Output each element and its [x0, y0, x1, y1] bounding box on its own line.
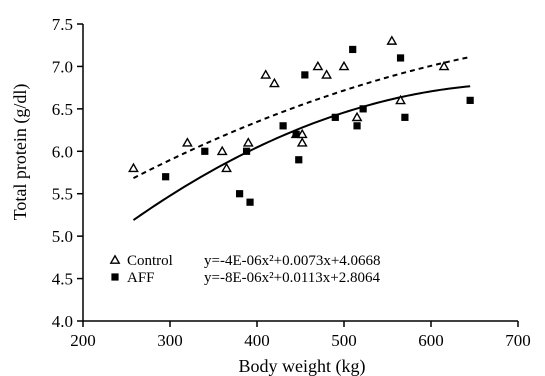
y-tick-label: 5.5 — [52, 185, 73, 204]
point-control — [386, 35, 398, 45]
x-tick-label: 700 — [505, 331, 531, 350]
point-aff — [246, 198, 254, 206]
x-tick-label: 600 — [418, 331, 444, 350]
point-aff — [359, 105, 367, 113]
x-tick-label: 500 — [331, 331, 357, 350]
legend-label-control: Control — [127, 253, 173, 269]
y-tick-label: 4.5 — [52, 270, 73, 289]
point-aff — [236, 190, 244, 198]
point-control — [242, 137, 254, 147]
point-aff — [349, 45, 357, 54]
axes: 200 300 400 500 600 700 4.0 4.5 5.0 5.5 6.0 6.5 7.0 7… — [52, 15, 531, 350]
point-aff — [242, 147, 251, 155]
point-aff — [396, 54, 405, 62]
point-aff — [331, 113, 339, 121]
point-control — [181, 137, 193, 147]
legend-marker-control — [109, 254, 121, 264]
x-tick-label: 300 — [157, 331, 183, 350]
point-aff — [292, 130, 300, 138]
legend-equation-aff: y=-8E-06x²+0.0113x+2.8064 — [204, 270, 380, 286]
point-control — [321, 69, 333, 79]
point-control — [128, 162, 139, 173]
point-control — [438, 60, 450, 71]
point-control — [338, 60, 350, 71]
point-control — [221, 162, 232, 173]
point-aff — [353, 122, 361, 130]
point-control — [395, 94, 406, 105]
point-control — [312, 60, 324, 71]
y-tick-label: 5.0 — [52, 227, 73, 246]
point-aff — [295, 156, 303, 164]
point-aff — [466, 96, 474, 104]
point-aff — [279, 122, 287, 130]
y-tick-label: 4.0 — [52, 312, 73, 331]
y-tick-label: 7.5 — [52, 15, 73, 34]
point-aff — [301, 71, 309, 79]
x-tick-label: 200 — [70, 331, 96, 350]
point-aff — [162, 173, 170, 181]
point-control — [268, 77, 280, 88]
point-control — [216, 145, 228, 156]
point-control — [260, 69, 272, 79]
y-tick-label: 6.5 — [52, 100, 73, 119]
legend-equation-control: y=-4E-06x²+0.0073x+4.0668 — [204, 253, 381, 269]
point-aff — [201, 147, 209, 155]
point-aff — [401, 113, 409, 121]
y-tick-label: 6.0 — [52, 142, 73, 161]
legend-marker-aff — [111, 273, 119, 281]
y-tick-label: 7.0 — [52, 57, 73, 76]
trendline-control — [133, 56, 471, 180]
x-axis-label: Body weight (kg) — [239, 356, 366, 376]
trendlines — [132, 56, 471, 221]
legend: Control y=-4E-06x²+0.0073x+4.0668 AFF y=-8E… — [109, 253, 381, 286]
legend-label-aff: AFF — [127, 270, 155, 286]
trendline-aff — [132, 85, 471, 221]
point-control — [351, 111, 363, 122]
point-control — [296, 137, 308, 147]
y-axis-label: Total protein (g/dl) — [10, 84, 31, 221]
point-control — [296, 128, 308, 139]
data-points — [128, 35, 474, 206]
x-tick-label: 400 — [244, 331, 270, 350]
